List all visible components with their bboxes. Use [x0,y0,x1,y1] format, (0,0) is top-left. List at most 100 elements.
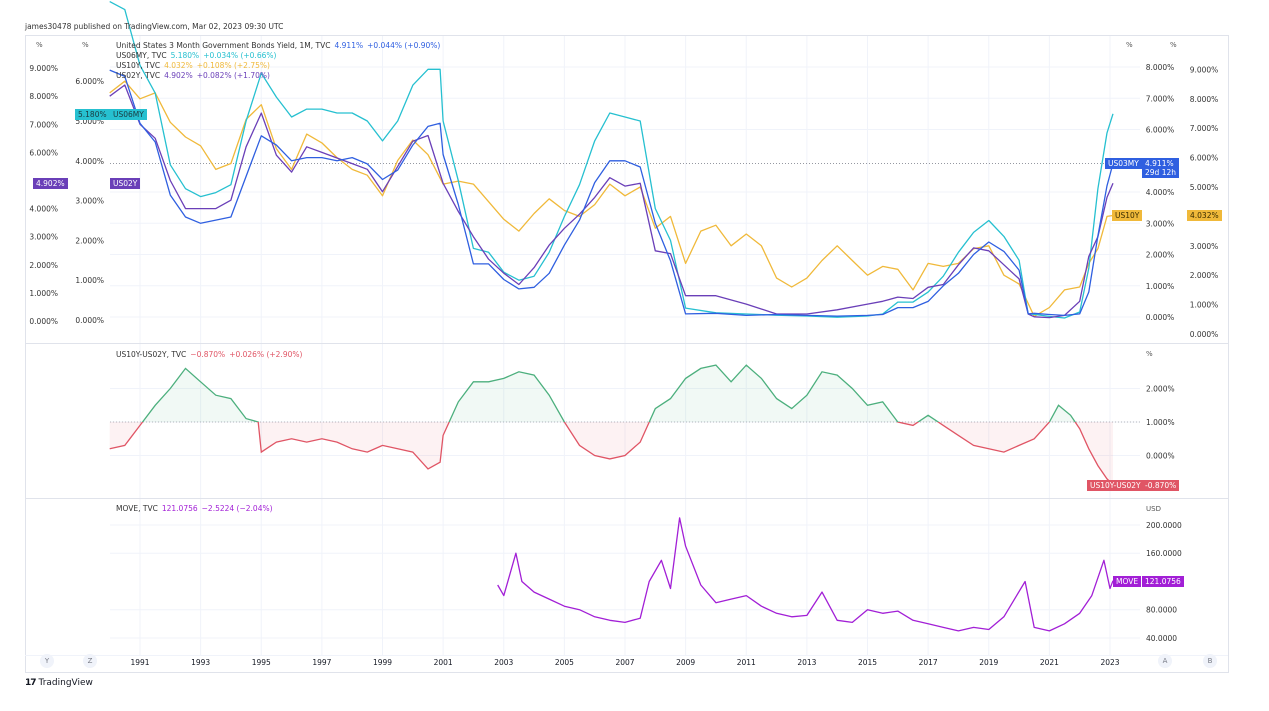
axis-unit-label: % [1146,350,1153,358]
y-tick-label: 160.0000 [1146,549,1182,558]
publisher-note: james30478 published on TradingView.com,… [25,22,284,31]
y-tick-label: 6.000% [75,77,104,86]
y-tick-label: 4.000% [75,157,104,166]
scale-button-b[interactable]: B [1203,654,1217,668]
x-tick-label: 2011 [737,658,756,667]
y-tick-label: 1.000% [29,289,58,298]
y-tick-label: 8.000% [29,92,58,101]
y-tick-label: 4.000% [1146,188,1175,197]
us06my-value-badge: 5.180% [75,109,110,120]
y-tick-label: 6.000% [1190,154,1219,163]
legend-us02y[interactable]: US02Y, TVC 4.902% +0.082% (+1.70%) [116,71,270,80]
y-tick-label: 5.000% [75,117,104,126]
spread-area-positive [109,365,1113,422]
y-tick-label: 1.000% [75,276,104,285]
x-tick-label: 1991 [130,658,149,667]
scale-button-a[interactable]: A [1158,654,1172,668]
y-tick-label: 40.0000 [1146,634,1177,643]
x-tick-label: 1993 [191,658,210,667]
y-tick-label: 9.000% [1190,65,1219,74]
y-tick-label: 200.0000 [1146,521,1182,530]
x-tick-label: 2019 [979,658,998,667]
series-line-move[interactable] [497,517,1114,632]
axis-unit-label: % [1126,41,1133,49]
x-tick-label: 1999 [373,658,392,667]
legend-us06my[interactable]: US06MY, TVC 5.180% +0.034% (+0.66%) [116,51,277,60]
tradingview-logo-icon: 17 [25,678,36,688]
x-tick-label: 2023 [1100,658,1119,667]
y-tick-label: 0.000% [75,316,104,325]
series [109,1,1114,632]
y-tick-label: 2.000% [75,236,104,245]
y-tick-label: 6.000% [1146,126,1175,135]
spread-value-badge: -0.870% [1142,480,1180,491]
series-line-us02y[interactable] [109,84,1114,319]
x-tick-label: 2007 [615,658,634,667]
y-tick-label: 3.000% [29,233,58,242]
chart-frame [25,35,1229,673]
y-tick-label: 2.000% [1146,385,1175,394]
y-tick-label: 5.000% [1190,183,1219,192]
y-tick-label: 1.000% [1190,301,1219,310]
y-tick-label: 9.000% [29,64,58,73]
y-tick-label: 3.000% [1146,219,1175,228]
legend-spread[interactable]: US10Y-US02Y, TVC −0.870% +0.026% (+2.90%) [116,350,303,359]
axes: 1991 1993 1995 1997 1999 2001 2003 2005 2007 2009… [29,41,1218,667]
x-tick-label: 2003 [494,658,513,667]
y-tick-label: 0.000% [29,317,58,326]
axis-unit-label: % [1170,41,1177,49]
y-tick-label: 2.000% [1190,271,1219,280]
series-line-spread-negative[interactable] [109,365,1114,486]
x-tick-label: 2015 [858,658,877,667]
x-tick-label: 2017 [919,658,938,667]
y-tick-label: 6.000% [29,148,58,157]
x-tick-label: 2005 [555,658,574,667]
y-tick-label: 2.000% [1146,251,1175,260]
us02y-name-badge: US02Y [110,178,141,189]
tradingview-logo[interactable]: 17 TradingView [25,678,93,688]
y-tick-label: 7.000% [1146,94,1175,103]
y-tick-label: 2.000% [29,261,58,270]
axis-unit-label: USD [1146,505,1161,513]
series-line-us06my[interactable] [109,1,1114,319]
x-tick-label: 2009 [676,658,695,667]
x-tick-label: 1995 [252,658,271,667]
us03my-name-badge: US03MY [1105,158,1142,169]
y-tick-label: 1.000% [1146,418,1175,427]
y-tick-label: 80.0000 [1146,606,1177,615]
y-tick-label: 3.000% [75,197,104,206]
series-line-us03my[interactable] [109,69,1114,317]
x-tick-label: 2001 [434,658,453,667]
legend-us10y[interactable]: US10Y, TVC 4.032% +0.108% (+2.75%) [116,61,270,70]
y-tick-label: 0.000% [1146,452,1175,461]
y-tick-label: 7.000% [29,120,58,129]
x-tick-label: 1997 [312,658,331,667]
y-tick-label: 8.000% [1190,95,1219,104]
x-tick-label: 2021 [1040,658,1059,667]
y-tick-label: 8.000% [1146,63,1175,72]
spread-area-negative [109,422,1113,485]
legend-move[interactable]: MOVE, TVC 121.0756 −2.5224 (−2.04%) [116,504,273,513]
legend-us03my[interactable]: United States 3 Month Government Bonds Y… [116,41,441,50]
move-name-badge: MOVE [1113,576,1142,587]
us10y-name-badge: US10Y [1112,210,1143,221]
x-tick-label: 2013 [797,658,816,667]
scale-button-y[interactable]: Y [40,654,54,668]
y-tick-label: 7.000% [1190,124,1219,133]
us06my-name-badge: US06MY [110,109,147,120]
y-tick-label: 1.000% [1146,282,1175,291]
legend-main: United States 3 Month Government Bonds Y… [116,41,444,81]
y-tick-label: 4.000% [29,205,58,214]
us02y-value-badge: 4.902% [33,178,68,189]
scale-button-z[interactable]: Z [83,654,97,668]
move-value-badge: 121.0756 [1142,576,1184,587]
y-tick-label: 3.000% [1190,242,1219,251]
axis-unit-label: % [36,41,43,49]
us03my-value-badge: 4.911% 29d 12h [1142,158,1179,178]
y-tick-label: 0.000% [1190,330,1219,339]
spread-name-badge: US10Y-US02Y [1087,480,1144,491]
y-tick-label: 0.000% [1146,313,1175,322]
axis-unit-label: % [82,41,89,49]
us10y-value-badge: 4.032% [1187,210,1222,221]
